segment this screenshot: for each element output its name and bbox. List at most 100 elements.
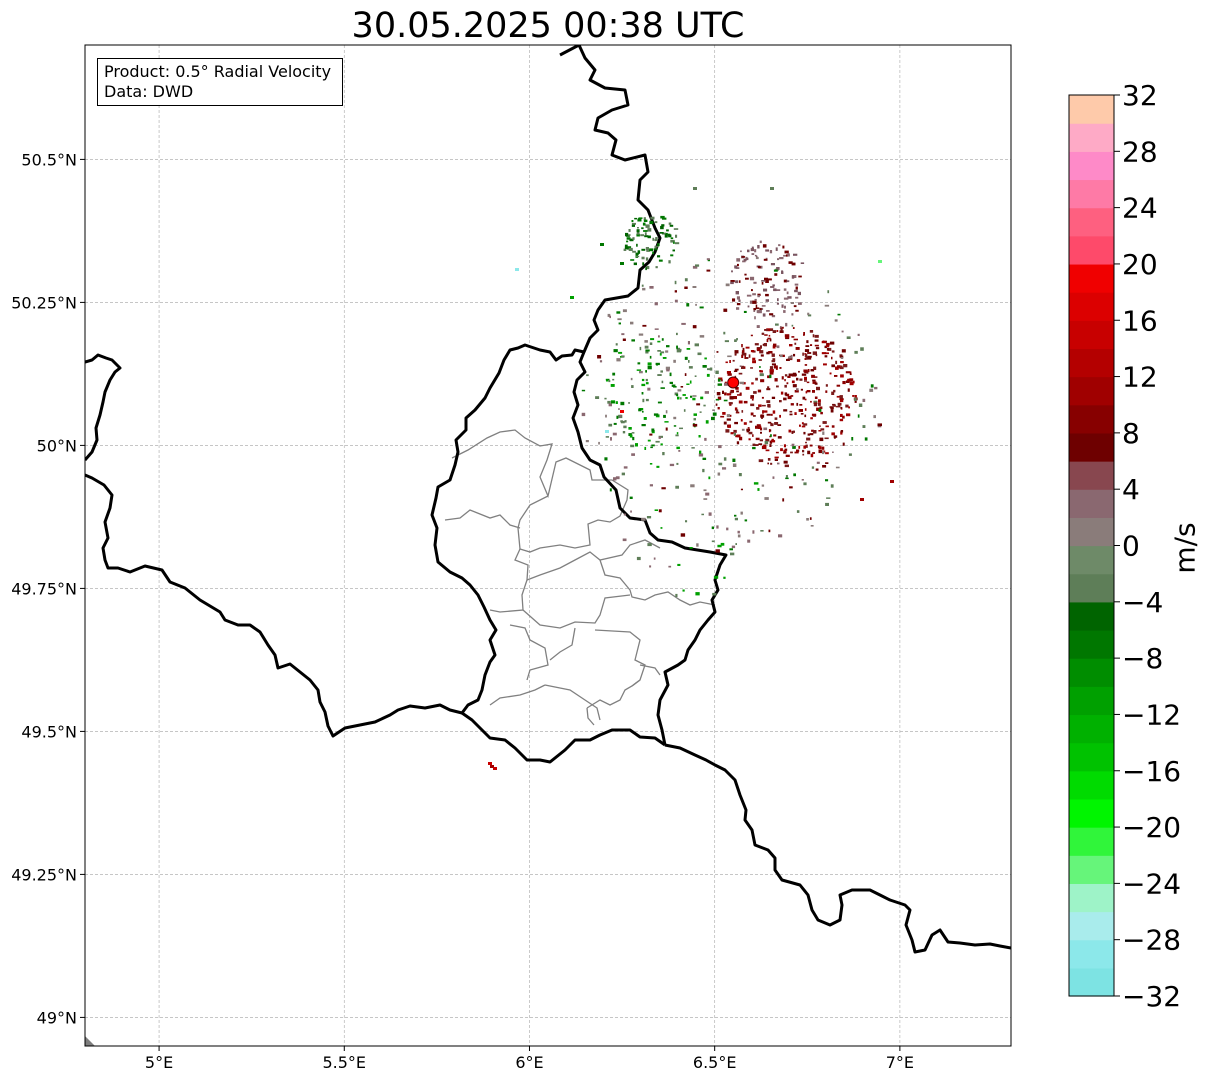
- echo-pixel: [831, 432, 835, 436]
- echo-pixel: [770, 440, 776, 443]
- echo-pixel: [699, 450, 702, 454]
- echo-pixel: [715, 370, 719, 374]
- echo-pixel: [732, 298, 736, 302]
- echo-pixel: [783, 409, 788, 412]
- echo-pixel: [798, 445, 801, 449]
- echo-pixel: [742, 347, 745, 352]
- echo-pixel: [771, 396, 776, 399]
- echo-pixel: [608, 380, 611, 383]
- echo-pixel: [682, 394, 686, 396]
- echo-pixel: [649, 286, 654, 289]
- echo-pixel: [765, 299, 769, 302]
- echo-pixel: [733, 433, 736, 436]
- echo-pixel: [783, 288, 787, 291]
- colorbar-segment: [1069, 151, 1114, 181]
- echo-pixel: [792, 372, 797, 376]
- colorbar-segment: [1069, 263, 1114, 293]
- echo-pixel: [747, 249, 750, 253]
- echo-pixel: [618, 351, 623, 354]
- echo-pixel: [734, 265, 738, 269]
- colorbar-tick-label: −4: [1122, 586, 1163, 619]
- echo-pixel: [649, 433, 653, 436]
- echo-pixel: [658, 436, 661, 439]
- echo-pixel: [599, 360, 603, 363]
- echo-pixel: [646, 516, 652, 519]
- echo-pixel: [806, 390, 811, 393]
- echo-pixel: [760, 530, 764, 532]
- echo-pixel: [764, 497, 769, 500]
- echo-pixel: [711, 540, 715, 543]
- colorbar-tick-label: 0: [1122, 530, 1140, 563]
- echo-pixel: [774, 273, 778, 276]
- echo-pixel: [738, 299, 741, 302]
- colorbar-segment: [1069, 461, 1114, 490]
- colorbar-tick-label: 4: [1122, 473, 1140, 506]
- echo-pixel: [777, 298, 779, 302]
- echo-pixel: [754, 254, 757, 257]
- echo-pixel: [632, 250, 636, 253]
- echo-pixel: [831, 364, 835, 368]
- echo-pixel: [774, 422, 779, 425]
- echo-pixel: [615, 343, 618, 346]
- echo-pixel: [684, 373, 687, 376]
- echo-pixel: [750, 395, 754, 399]
- echo-pixel: [777, 436, 782, 439]
- echo-pixel: [791, 336, 795, 338]
- echo-pixel: [703, 404, 706, 407]
- echo-pixel: [741, 352, 744, 356]
- echo-pixel: [645, 257, 649, 261]
- echo-pixel: [690, 395, 693, 398]
- echo-pixel: [752, 357, 756, 361]
- echo-pixel: [791, 313, 794, 316]
- echo-pixel: [783, 397, 787, 401]
- echo-pixel: [704, 357, 707, 360]
- echo-pixel: [796, 388, 799, 391]
- echo-pixel: [816, 461, 820, 464]
- echo-pixel: [745, 257, 749, 261]
- echo-pixel: [642, 398, 645, 403]
- echo-pixel: [695, 592, 700, 596]
- echo-pixel: [734, 407, 738, 411]
- echo-pixel: [742, 260, 746, 263]
- echo-pixel: [683, 409, 686, 412]
- echo-pixel: [731, 545, 736, 549]
- echo-pixel: [637, 227, 639, 229]
- echo-pixel: [822, 431, 825, 435]
- map-frame: [84, 44, 1012, 1047]
- echo-pixel: [677, 396, 680, 400]
- echo-pixel: [743, 310, 747, 313]
- colorbar-tick-label: −32: [1122, 980, 1181, 1013]
- echo-pixel: [650, 338, 655, 341]
- echo-pixel: [649, 355, 652, 359]
- echo-pixel: [836, 384, 841, 387]
- echo-pixel: [635, 252, 639, 255]
- echo-pixel: [641, 256, 645, 260]
- echo-pixel: [794, 390, 799, 393]
- echo-pixel: [655, 362, 660, 366]
- echo-pixel: [632, 237, 635, 240]
- echo-pixel: [769, 374, 772, 379]
- echo-pixel: [657, 374, 662, 376]
- echo-pixel: [734, 339, 737, 342]
- echo-pixel: [695, 264, 700, 267]
- echo-pixel: [628, 234, 631, 236]
- echo-pixel: [630, 377, 633, 381]
- echo-pixel: [675, 593, 678, 597]
- echo-pixel: [692, 325, 697, 329]
- echo-pixel: [814, 344, 819, 347]
- echo-pixel: [736, 409, 739, 413]
- echo-pixel: [669, 381, 673, 384]
- echo-pixel: [716, 351, 719, 353]
- echo-pixel: [798, 275, 802, 278]
- echo-pixel: [623, 466, 628, 469]
- echo-pixel: [774, 458, 778, 461]
- colorbar-tick-label: 32: [1122, 79, 1158, 112]
- echo-pixel: [713, 575, 719, 579]
- echo-pixel: [749, 276, 755, 281]
- echo-pixel: [792, 384, 797, 388]
- echo-pixel: [773, 269, 778, 272]
- echo-pixel: [784, 464, 789, 468]
- echo-pixel: [788, 373, 793, 377]
- colorbar-segment: [1069, 629, 1114, 659]
- echo-pixel: [794, 342, 797, 345]
